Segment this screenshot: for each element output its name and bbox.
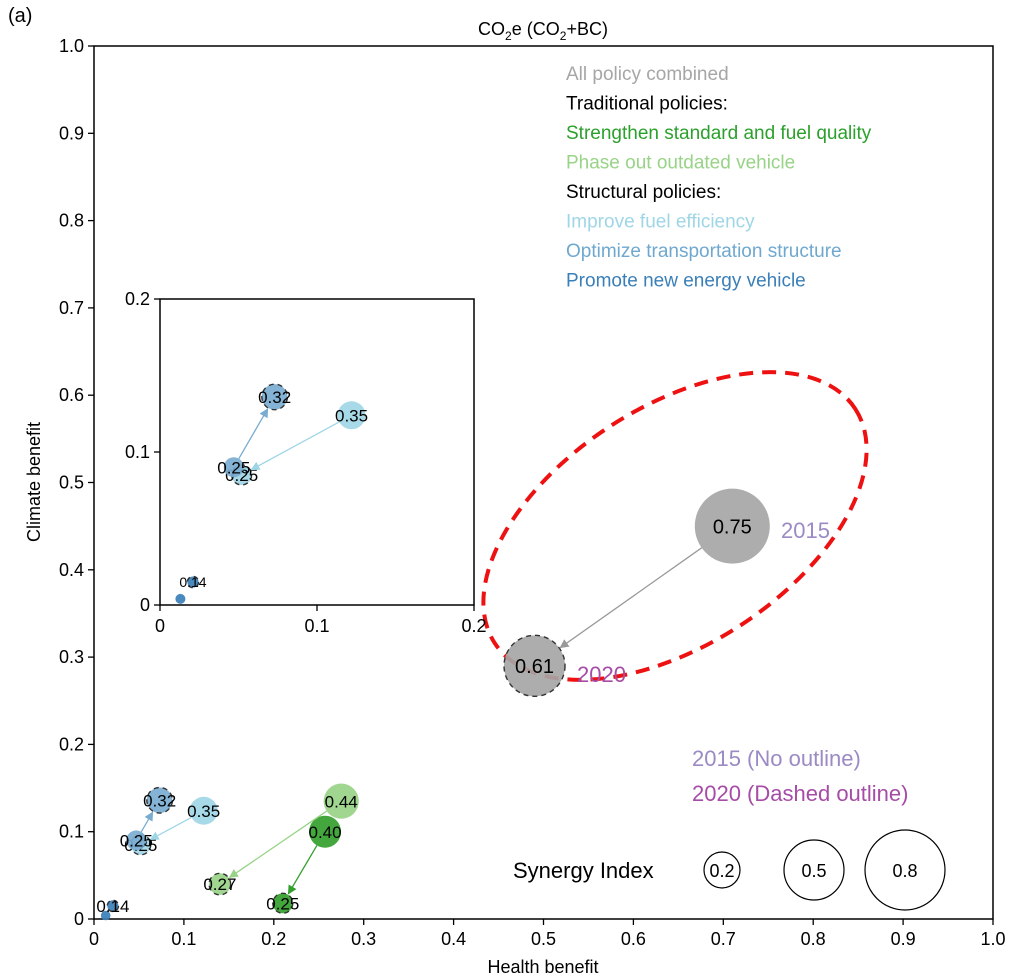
x-tick-label: 0.8: [801, 929, 826, 949]
bubble-2015: [309, 815, 342, 848]
chart-title: CO2e (CO2+BC): [478, 19, 608, 43]
bubble-2015: [694, 488, 770, 564]
panel-label: (a): [8, 5, 32, 27]
main-marks: 0.750.610.400.250.440.270.350.250.250.32…: [96, 488, 770, 921]
bubble-2015: [337, 401, 366, 430]
y-tick-label: 0.2: [59, 734, 84, 754]
size-legend-circle-small: [703, 851, 741, 889]
bubble-2015: [189, 796, 218, 825]
legend-entry: Improve fuel efficiency: [566, 212, 755, 233]
bubble-2015: [223, 457, 244, 478]
x-tick-label: 0.7: [711, 929, 736, 949]
legend-entry: Structural policies:: [566, 182, 721, 203]
x-tick-label: 0.2: [261, 929, 286, 949]
change-arrow: [149, 816, 192, 841]
y-tick-label: 1.0: [59, 36, 84, 56]
y-tick-label: 0.6: [59, 385, 84, 405]
legend-entry: All policy combined: [566, 64, 729, 85]
size-legend-circle-large: [864, 829, 946, 911]
y-tick-label: 0.7: [59, 298, 84, 318]
year-legend-2015: 2015 (No outline): [692, 746, 861, 771]
change-arrow: [287, 845, 318, 895]
legend-entry: Phase out outdated vehicle: [566, 153, 795, 174]
legend-entry: Strengthen standard and fuel quality: [566, 123, 872, 144]
size-legend-circle-medium: [783, 839, 845, 901]
change-arrow: [238, 408, 269, 459]
bubble-2020: [146, 786, 174, 814]
x-axis-label: Health benefit: [487, 957, 598, 977]
main-ticks: 0 0.1 0.2 0.3 0.4 0.5 0.6 0.7 0.8 0.9 1.0 0 0.1 0.2 0.…: [59, 36, 1006, 949]
y-tick-label: 0.3: [59, 647, 84, 667]
y-axis-label: Climate benefit: [24, 422, 44, 542]
bubble-label: 0.27: [203, 875, 236, 894]
inset-y-tick-label: 0: [140, 595, 150, 615]
bubble-label: 0.25: [217, 458, 250, 477]
bubble-label: 0.75: [713, 516, 752, 538]
x-tick-label: 0.9: [891, 929, 916, 949]
annotation-2020: 2020: [577, 662, 626, 687]
inset-x-tick-label: 0.2: [461, 616, 486, 636]
bubble-label: 0.61: [515, 656, 554, 678]
bubble-label: 0.32: [143, 791, 176, 810]
x-tick-label: 0.1: [171, 929, 196, 949]
legend-entry: Optimize transportation structure: [566, 241, 842, 262]
bubble-2020: [208, 872, 232, 896]
inset-y-tick-label: 0.1: [125, 442, 150, 462]
y-tick-label: 0: [74, 909, 84, 929]
size-legend: Synergy Index 0.2 0.5 0.8: [513, 829, 946, 911]
change-arrow: [559, 547, 703, 649]
legend: All policy combined Traditional policies:…: [566, 64, 872, 292]
bubble-label: 0.25: [266, 894, 299, 913]
bubble-2015: [126, 830, 147, 851]
x-tick-label: 0.4: [441, 929, 466, 949]
y-tick-label: 0.5: [59, 473, 84, 493]
change-arrow: [250, 421, 340, 471]
bubble-2020: [106, 899, 120, 913]
x-tick-label: 0.6: [621, 929, 646, 949]
annotation-2015: 2015: [781, 518, 830, 543]
y-tick-label: 0.9: [59, 123, 84, 143]
bubble-label: 0.25: [120, 832, 153, 851]
highlight-ellipse: [481, 370, 869, 682]
bubble-2015: [175, 593, 186, 604]
year-legend-2020: 2020 (Dashed outline): [692, 781, 908, 806]
bubble-label: 0.14: [96, 897, 129, 916]
y-tick-label: 0.1: [59, 822, 84, 842]
x-tick-label: 0: [89, 929, 99, 949]
bubble-2020: [261, 383, 289, 411]
bubble-label: 0.32: [258, 388, 291, 407]
y-tick-label: 0.8: [59, 211, 84, 231]
bubble-label: 0.35: [335, 406, 368, 425]
x-tick-label: 0.5: [531, 929, 556, 949]
size-legend-value-large: 0.8: [892, 861, 917, 881]
bubble-2020: [186, 575, 200, 589]
bubble-2015: [100, 910, 111, 921]
bubble-label: 0.35: [187, 802, 220, 821]
bubble-2015: [323, 783, 359, 819]
size-legend-value-small: 0.2: [709, 861, 734, 881]
inset-frame: [159, 298, 475, 606]
x-tick-label: 1.0: [980, 929, 1005, 949]
inset-x-tick-label: 0.1: [304, 616, 329, 636]
size-legend-title: Synergy Index: [513, 858, 654, 883]
inset-ticks: 0 0.1 0.2 0 0.1 0.2: [125, 289, 487, 636]
change-arrow: [140, 811, 154, 833]
bubble-label: 0.44: [325, 792, 358, 811]
bubble-2020: [503, 634, 566, 698]
legend-entry: Promote new energy vehicle: [566, 271, 806, 292]
y-tick-label: 0.4: [59, 560, 84, 580]
inset-x-tick-label: 0: [155, 616, 165, 636]
legend-entry: Traditional policies:: [566, 94, 728, 115]
inset-marks: 0.350.250.250.320.14: [175, 383, 368, 604]
x-tick-label: 0.3: [351, 929, 376, 949]
change-arrow: [228, 810, 328, 878]
bubble-label: 0.14: [179, 574, 206, 590]
bubble-2020: [272, 892, 294, 914]
bubble-label: 0.40: [308, 823, 341, 842]
inset-y-tick-label: 0.2: [125, 289, 150, 309]
size-legend-value-medium: 0.5: [801, 861, 826, 881]
